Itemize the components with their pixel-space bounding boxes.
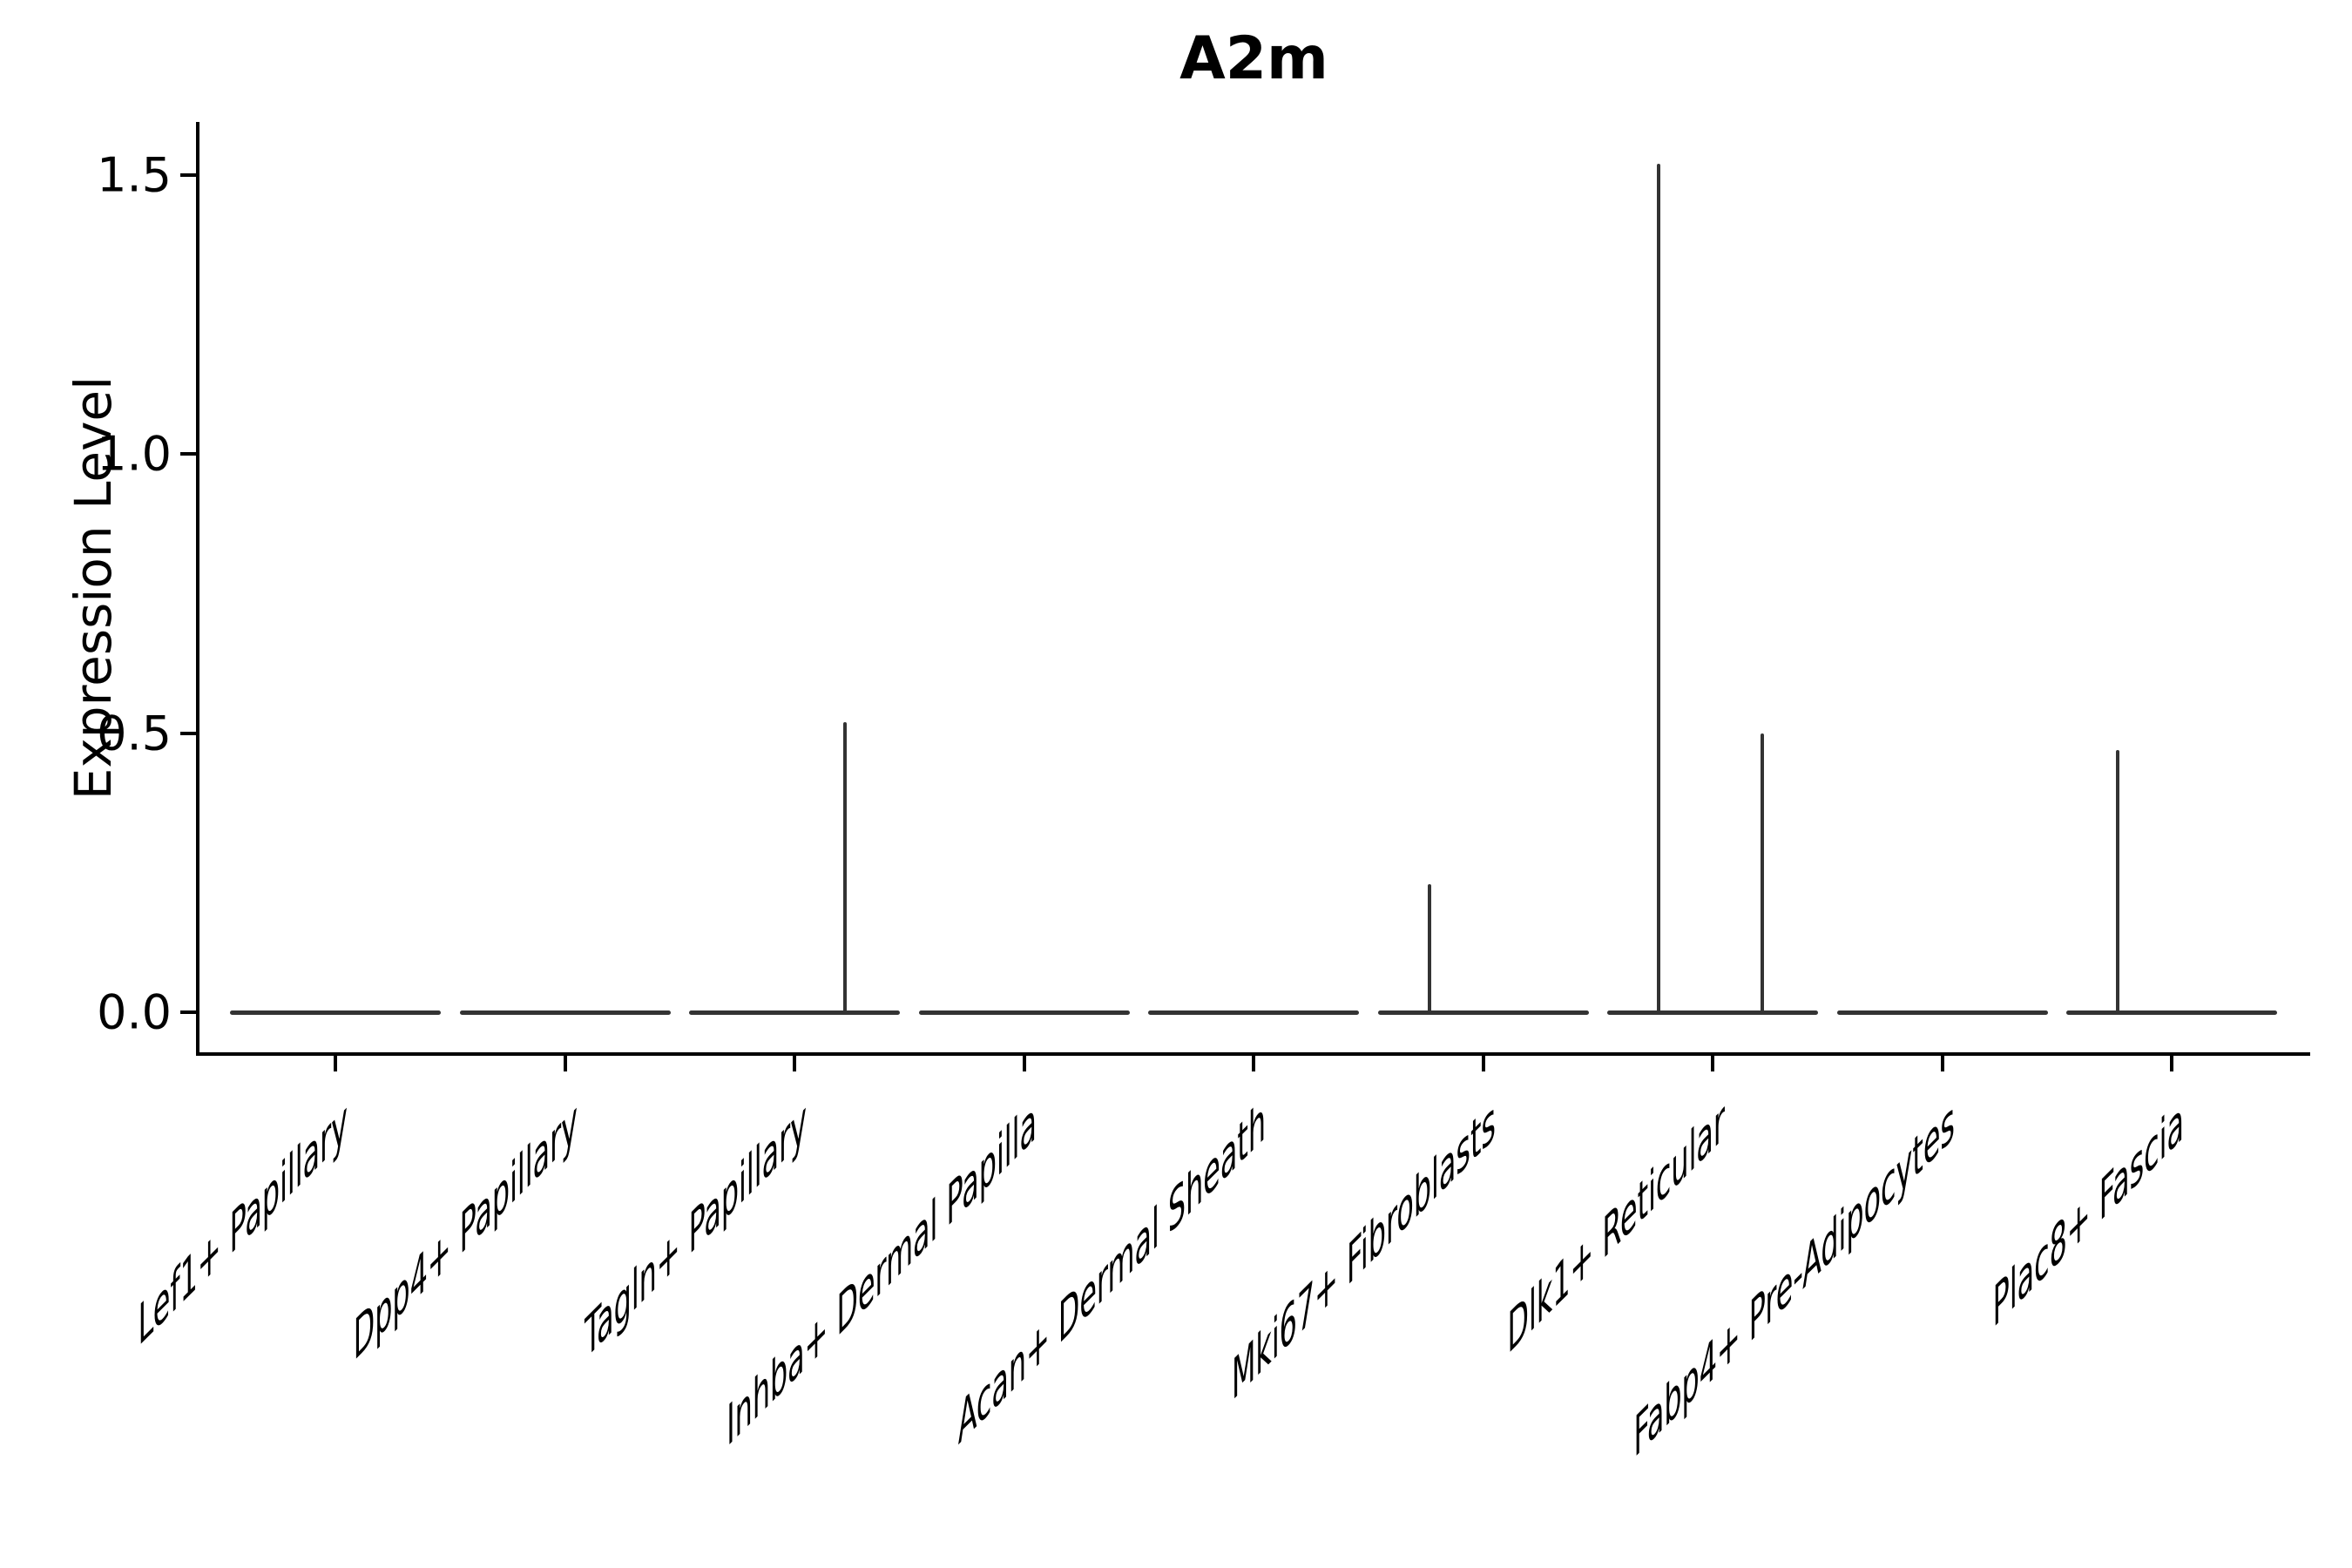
x-tick-mark: [1252, 1056, 1255, 1071]
chart-title: A2m: [1179, 24, 1328, 93]
violin-spike: [1427, 883, 1431, 1012]
violin-body: [1148, 1010, 1359, 1015]
x-tick-mark: [1940, 1056, 1944, 1071]
y-tick-mark: [180, 731, 198, 735]
violin-body: [1377, 1010, 1589, 1015]
y-tick-mark: [180, 452, 198, 456]
x-tick-label: Plac8+ Fascia: [1992, 1085, 2184, 1342]
y-tick-mark: [180, 172, 198, 177]
x-tick-mark: [2170, 1056, 2173, 1071]
y-tick-mark: [180, 1010, 198, 1014]
x-tick-mark: [1711, 1056, 1714, 1071]
x-axis-spine: [196, 1052, 2310, 1056]
violin-spike: [843, 721, 847, 1012]
y-axis-spine: [196, 122, 199, 1056]
x-tick-label: Lef1+ Papillary: [138, 1085, 348, 1361]
x-tick-mark: [793, 1056, 796, 1071]
violin-spike: [1761, 733, 1764, 1012]
violin-body: [689, 1010, 900, 1015]
x-tick-mark: [563, 1056, 567, 1071]
x-tick-label: Mki67+ Fibroblasts: [1231, 1085, 1496, 1415]
x-tick-mark: [1481, 1056, 1485, 1071]
violin-spike: [2116, 749, 2119, 1012]
violin-body: [918, 1010, 1130, 1015]
y-tick-label: 0.5: [97, 706, 172, 761]
violin-body: [2066, 1010, 2277, 1015]
y-tick-label: 0.0: [97, 984, 172, 1040]
violin-body: [459, 1010, 671, 1015]
x-tick-mark: [1022, 1056, 1026, 1071]
violin-spike: [1657, 164, 1660, 1012]
x-tick-label: Tagln+ Papillary: [584, 1085, 807, 1373]
violin-body: [1607, 1010, 1818, 1015]
y-tick-label: 1.5: [97, 147, 172, 203]
x-tick-label: Dpp4+ Papillary: [353, 1085, 578, 1375]
y-tick-label: 1.0: [97, 426, 172, 482]
x-tick-mark: [334, 1056, 337, 1071]
violin-body: [230, 1010, 441, 1015]
x-tick-label: Dlk1+ Reticular: [1507, 1085, 1725, 1369]
violin-body: [1836, 1010, 2048, 1015]
